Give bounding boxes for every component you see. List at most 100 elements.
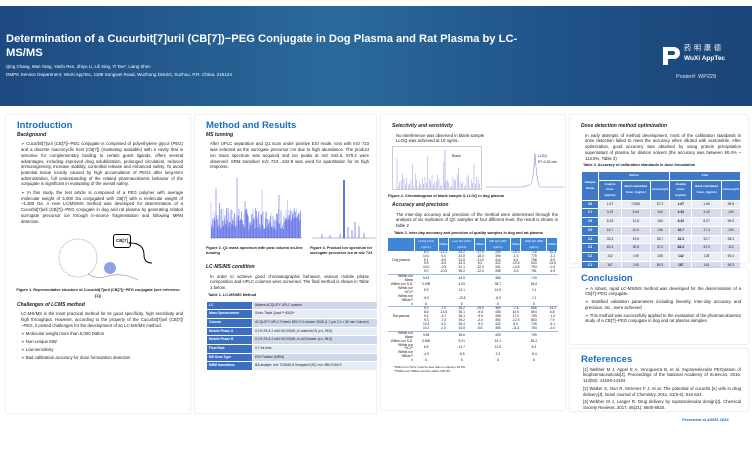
table-cell: 38.7 <box>494 281 502 286</box>
table-cell <box>510 344 521 352</box>
logo-text: WuXi AppTec <box>684 55 726 62</box>
table-cell <box>475 359 486 363</box>
table-cell: -21.0 <box>476 257 484 262</box>
table-cell <box>475 351 486 359</box>
stats-row: Within-run %Bias** -6.0 -13.8 -8.0 -7.1 <box>388 294 558 303</box>
table-cell: 83.3 <box>669 243 693 253</box>
table-row: MS Scan Type ESI Positive (MRM) <box>205 352 378 363</box>
table-cell: 33.3 <box>669 234 693 245</box>
table-row: C1 167 149 89.3 167 161 96.3 <box>580 260 742 271</box>
table-cell <box>546 330 558 340</box>
lloq-peak <box>486 153 564 188</box>
table-cell: -29.5 <box>474 306 486 312</box>
table-cell: 369 <box>485 306 511 312</box>
table-cell: 8.9 <box>423 249 429 254</box>
table-cell: 35.2 <box>458 269 465 274</box>
stats-row: n 6 6 6 6 <box>388 301 558 307</box>
table-cell: 9.4 <box>423 314 429 319</box>
challenges-text: LC-MS/MS is the most practical method fo… <box>21 311 183 328</box>
footnote: **Within-run %Bias must be within ±20.0% <box>394 369 451 374</box>
poster-title: Determination of a Cucurbit[7]uril (CB[7… <box>6 33 518 59</box>
table-cell: -9.0 <box>477 322 483 327</box>
table-cell: -1.0 <box>512 253 519 258</box>
ms-tunning-heading: MS tunning <box>206 131 234 138</box>
table-row: 10.0 -0.5 31.1 -22.3 341 -14.8 793 -0.9 <box>388 265 558 270</box>
table-cell: -0.5 <box>440 265 447 270</box>
table-cell: 414 <box>495 257 501 262</box>
table-cell: 8.3 <box>531 344 537 349</box>
table-cell: -11.2 <box>439 249 448 254</box>
group-label: Rat plasma <box>392 314 410 319</box>
introduction-heading: Introduction <box>17 120 73 131</box>
table-cell: 8.2 <box>477 261 483 266</box>
table-cell: 6 <box>496 301 499 306</box>
table-cell: 8.6 <box>423 310 429 315</box>
table-row: C2 142 149 105 142 128 90.4 <box>580 251 742 262</box>
table-cell <box>546 274 558 283</box>
table-row: C7 3.33 5.44 164 3.33 3.43 103 <box>580 208 742 219</box>
conclusion-heading: Conclusion <box>581 273 633 284</box>
table-cell-value: 0.1% FA & 2 mM HCOONH₄ in water/ACN (v:v… <box>252 326 378 337</box>
stat-label: Within-run %CV* <box>398 342 414 351</box>
table-cell: 12.5 <box>494 344 502 349</box>
table-cell: 32.8 <box>458 253 465 258</box>
table-row: 9.3 -7.0 39.2 -2.0 350 -12.5 863 7.9 <box>388 318 558 323</box>
intro-bullet: In this study, the test article is compo… <box>21 190 183 224</box>
table-2-accuracy-precision: LLOQ (10.0 ng/mL) %Bias Low QC (40.0 ng/mL… <box>388 238 558 363</box>
table-cell: 10.4 <box>422 322 430 327</box>
table-cell: -11.3 <box>512 325 520 330</box>
table-cell: 789 <box>531 314 537 319</box>
table-cell: -8.9 <box>440 257 447 262</box>
table-cell: 6 <box>460 301 463 306</box>
table-cell-value: 0.7 mL/min <box>252 344 378 354</box>
table-cell: 759 <box>520 330 547 340</box>
stats-row: Within-run S.D. 0.499 4.53 38.7 54.8 <box>388 281 558 287</box>
reference-item: [2] Walker S, Oun R, McInnes F J, et al.… <box>583 385 741 397</box>
table-cell: 136 <box>649 225 671 236</box>
lc-condition-text: In order to achieve good chromatographic… <box>210 273 369 291</box>
table-cell-value: BA-analyte: m/z 723/642.8 Verapamil (IS)… <box>252 361 378 372</box>
table-cell <box>510 274 521 283</box>
references-heading: References <box>581 354 633 365</box>
table-cell: 396 <box>495 253 501 258</box>
selectivity-line: LLOQ was achieved at 10 ng/mL <box>396 138 459 144</box>
table-cell: 57.2 <box>649 199 671 210</box>
table-cell: 761 <box>531 269 537 274</box>
table-cell: -9.8 <box>477 310 483 315</box>
table-cell: 9.3 <box>414 306 439 312</box>
table-cell: 718 <box>531 249 537 254</box>
table-cell: -4.5 <box>423 352 429 357</box>
table-cell: 96.9 <box>720 217 742 227</box>
figure-2-caption: Figure 2. Q1 mass spectrum with post col… <box>206 245 303 256</box>
table-cell: 13.1 <box>458 287 465 292</box>
table-cell-value: 0.1% FA & 2 mM HCOONH₄ in ACN/water (v:v… <box>252 335 378 346</box>
table-cell <box>547 359 558 363</box>
dose-heading: Dose detection method optimization <box>581 123 668 129</box>
table-1-lcms-method: LC Waters ACQUITY UPLC system Mass Spectro… <box>205 300 378 372</box>
table-cell: 19.6 <box>620 234 651 245</box>
stats-row: Within-run Mean 9.55 36.6 409 759 <box>388 330 558 340</box>
table-cell: 37.0 <box>649 243 671 253</box>
table-cell: 793 <box>531 265 537 270</box>
table-row: C3 83.3 30.8 37.0 83.3 93.9 113 <box>580 243 742 253</box>
table-cell: 93.9 <box>691 243 722 253</box>
table-cell <box>510 359 521 363</box>
table-cell: 30.8 <box>620 243 651 253</box>
table-cell: 7.9 <box>549 318 555 323</box>
table-cell: 105 <box>649 251 671 262</box>
stats-row: Within-run Mean 9.42 34.5 368 743 <box>388 274 558 283</box>
table-cell: -10.3 <box>548 249 556 254</box>
accuracy-heading: Accuracy and precision <box>392 201 449 208</box>
table-cell: 3.33 <box>669 208 693 219</box>
table-cell: 128 <box>691 251 722 262</box>
table-cell <box>510 295 521 303</box>
table-row: C4 33.3 19.6 58.7 33.3 32.7 98.3 <box>580 234 742 245</box>
references-panel: References [1] Webber M J, Appel E A, Vi… <box>570 349 748 411</box>
table-cell: 3.33 <box>598 208 622 219</box>
table-row: Mass Spectrometer Sciex Triple Quad™ 6500… <box>205 309 378 319</box>
column-header: Analyte Conc. (ng/mL) <box>598 179 622 201</box>
conclusion-panel: Conclusion A robust, rapid LC-MS/MS meth… <box>570 268 748 344</box>
table-header-row: LLOQ (10.0 ng/mL) %Bias Low QC (40.0 ng/mL… <box>388 238 558 251</box>
table-cell: 1.67 <box>598 199 622 210</box>
table-cell: -1.4 <box>549 314 556 319</box>
